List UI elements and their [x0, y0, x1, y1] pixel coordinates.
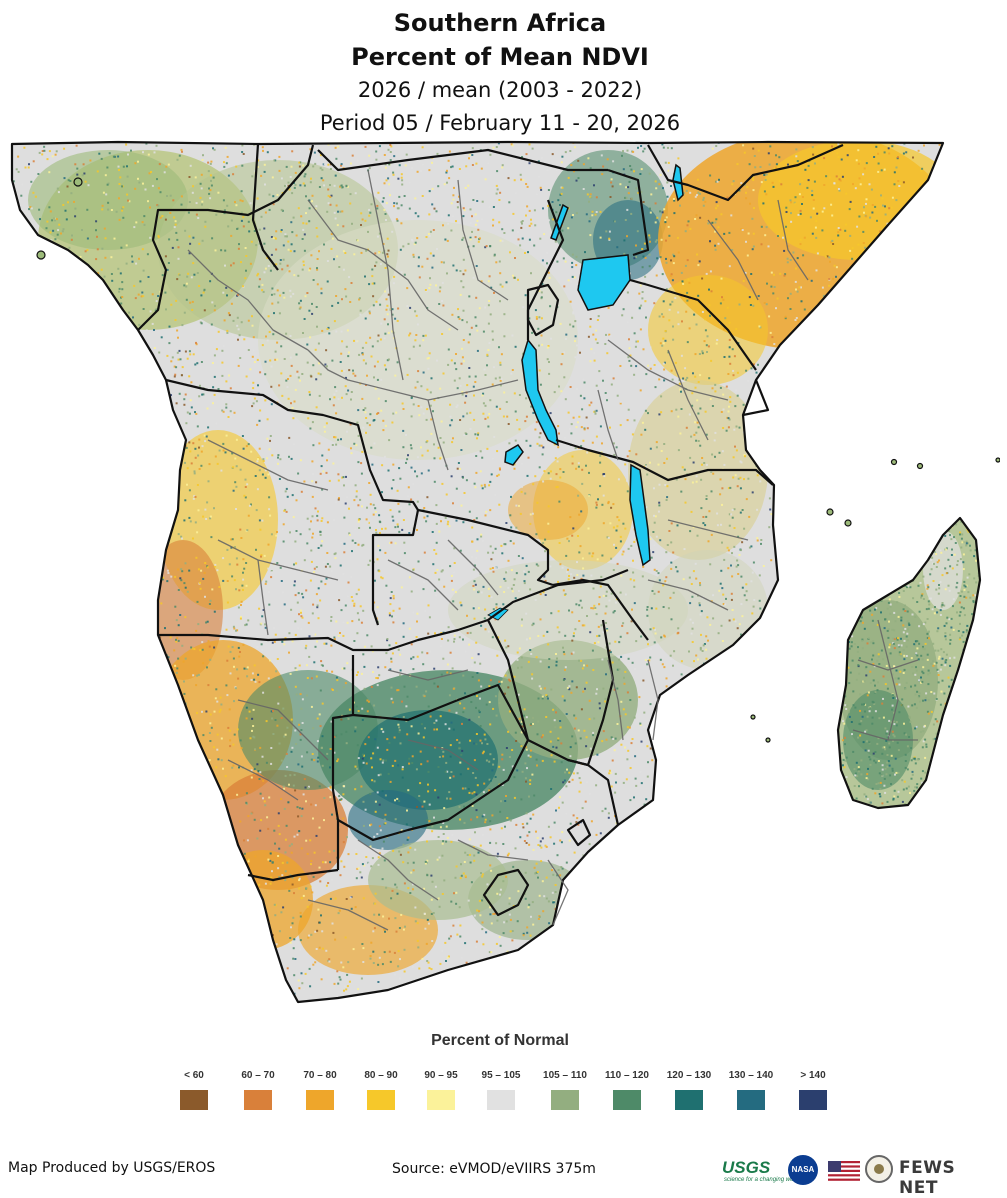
map-period-subtitle: Period 05 / February 11 - 20, 2026 — [0, 107, 1000, 140]
legend-swatch — [306, 1090, 334, 1110]
nasa-logo: NASA — [788, 1155, 818, 1185]
map-credit: Map Produced by USGS/EROS — [8, 1160, 215, 1176]
legend-item: 130 – 140 — [721, 1068, 781, 1110]
legend-swatch — [367, 1090, 395, 1110]
partner-logos: USGS science for a changing world NASA F… — [722, 1152, 1000, 1188]
legend-swatch — [180, 1090, 208, 1110]
usgs-logo: USGS — [722, 1158, 770, 1178]
mainland-ndvi-layer — [8, 140, 1000, 1010]
legend-item: 95 – 105 — [471, 1068, 531, 1110]
madagascar-ndvi-layer — [828, 510, 988, 820]
legend-item-label: 80 – 90 — [351, 1068, 411, 1084]
legend-item: 110 – 120 — [597, 1068, 657, 1110]
legend-swatch — [487, 1090, 515, 1110]
legend-swatch — [799, 1090, 827, 1110]
legend-item: 70 – 80 — [290, 1068, 350, 1110]
legend-item: 80 – 90 — [351, 1068, 411, 1110]
legend-item-label: < 60 — [164, 1068, 224, 1084]
legend-title: Percent of Normal — [0, 1032, 1000, 1050]
map-product-title: Percent of Mean NDVI — [0, 40, 1000, 74]
legend-item-label: 130 – 140 — [721, 1068, 781, 1084]
fews-net-logo: FEWS NET — [899, 1158, 1000, 1198]
map-title-block: Southern Africa Percent of Mean NDVI 202… — [0, 6, 1000, 140]
data-source: Source: eVMOD/eVIIRS 375m — [392, 1161, 596, 1177]
legend-item-label: 105 – 110 — [535, 1068, 595, 1084]
legend-item-label: 110 – 120 — [597, 1068, 657, 1084]
legend-item: 60 – 70 — [228, 1068, 288, 1110]
usgs-tagline: science for a changing world — [724, 1177, 800, 1183]
legend-swatch — [613, 1090, 641, 1110]
state-department-seal-icon — [865, 1155, 893, 1183]
legend-item: 120 – 130 — [659, 1068, 719, 1110]
map-title: Southern Africa — [0, 6, 1000, 40]
legend-swatch — [427, 1090, 455, 1110]
legend-item-label: 120 – 130 — [659, 1068, 719, 1084]
legend-item-label: 90 – 95 — [411, 1068, 471, 1084]
legend-item: > 140 — [783, 1068, 843, 1110]
ndvi-map — [8, 140, 1000, 1010]
map-comparison-subtitle: 2026 / mean (2003 - 2022) — [0, 74, 1000, 107]
legend-swatch — [551, 1090, 579, 1110]
legend-swatch — [675, 1090, 703, 1110]
legend-item: 105 – 110 — [535, 1068, 595, 1110]
legend-item-label: > 140 — [783, 1068, 843, 1084]
legend-item-label: 60 – 70 — [228, 1068, 288, 1084]
us-flag-icon — [828, 1161, 860, 1181]
legend-swatch — [244, 1090, 272, 1110]
legend-item-label: 70 – 80 — [290, 1068, 350, 1084]
legend-item: 90 – 95 — [411, 1068, 471, 1110]
legend-item-label: 95 – 105 — [471, 1068, 531, 1084]
legend-swatch — [737, 1090, 765, 1110]
legend-item: < 60 — [164, 1068, 224, 1110]
